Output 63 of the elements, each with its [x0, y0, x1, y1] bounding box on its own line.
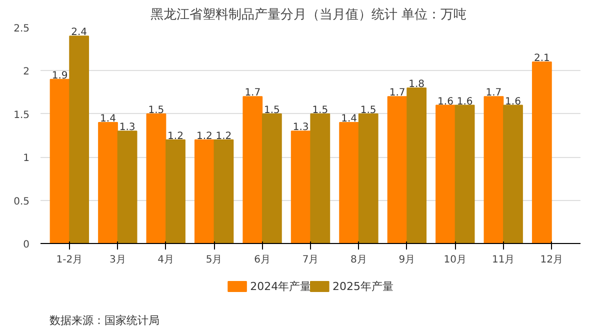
x-tick-label: 1-2月 [56, 254, 83, 266]
data-label: 1.6 [505, 96, 521, 108]
bar [69, 36, 90, 244]
bar [262, 113, 282, 244]
x-tick-label: 3月 [109, 254, 126, 266]
y-tick-label: 1 [23, 153, 30, 164]
bar [387, 96, 408, 244]
data-label: 1.2 [216, 130, 232, 142]
y-tick-label: 2 [23, 66, 30, 78]
data-label: 1.6 [456, 96, 473, 108]
x-tick-label: 10月 [444, 254, 467, 266]
data-label: 1.7 [486, 88, 502, 99]
x-tick-label: 12月 [540, 254, 563, 266]
data-label: 1.6 [438, 96, 454, 108]
x-tick-label: 8月 [350, 254, 367, 266]
chart-title: 黑龙江省塑料制品产量分月（当月值）统计 单位：万吨 [150, 6, 467, 22]
data-label: 1.3 [292, 122, 309, 134]
bar [358, 113, 378, 244]
x-tick-label: 4月 [158, 254, 174, 266]
bar [166, 139, 186, 244]
data-label: 1.4 [100, 114, 116, 125]
bar [290, 130, 311, 244]
data-label: 1.5 [360, 104, 376, 116]
bar [436, 104, 456, 244]
bar [484, 96, 504, 244]
bar [242, 96, 263, 244]
data-label: 1.3 [119, 122, 136, 134]
bar [214, 139, 234, 244]
data-label: 1.2 [196, 130, 212, 142]
data-label: 1.2 [168, 130, 184, 142]
bar [50, 78, 70, 244]
bar [406, 87, 427, 244]
data-label: 1.8 [408, 78, 425, 90]
bar [454, 104, 475, 244]
data-label: 1.9 [52, 70, 68, 82]
y-tick-label: 0.5 [14, 196, 30, 208]
bar [194, 139, 214, 244]
bar [117, 130, 138, 244]
legend-label: 2025年产量 [332, 280, 394, 293]
y-tick-label: 0 [23, 240, 30, 250]
data-label: 1.5 [264, 104, 280, 116]
bar [339, 122, 360, 244]
legend-label: 2024年产量 [250, 280, 312, 293]
bar [146, 113, 166, 244]
data-label: 1.5 [148, 104, 164, 116]
data-label: 2.1 [534, 53, 550, 64]
bar [503, 104, 523, 244]
x-tick-label: 6月 [254, 254, 270, 266]
data-label: 2.4 [71, 27, 88, 38]
bar [532, 62, 552, 244]
y-tick-label: 2.5 [14, 24, 30, 34]
bar [310, 113, 330, 244]
x-tick-label: 11月 [492, 254, 515, 266]
x-tick-label: 5月 [206, 254, 222, 266]
data-label: 1.7 [244, 88, 261, 99]
x-tick-label: 9月 [398, 254, 416, 266]
data-label: 1.5 [312, 104, 328, 116]
source-note: 数据来源：国家统计局 [50, 314, 160, 327]
x-tick-label: 7月 [302, 254, 319, 266]
data-label: 1.7 [389, 88, 406, 99]
y-tick-label: 1.5 [14, 110, 30, 121]
data-label: 1.4 [341, 114, 358, 125]
bar [98, 122, 118, 244]
